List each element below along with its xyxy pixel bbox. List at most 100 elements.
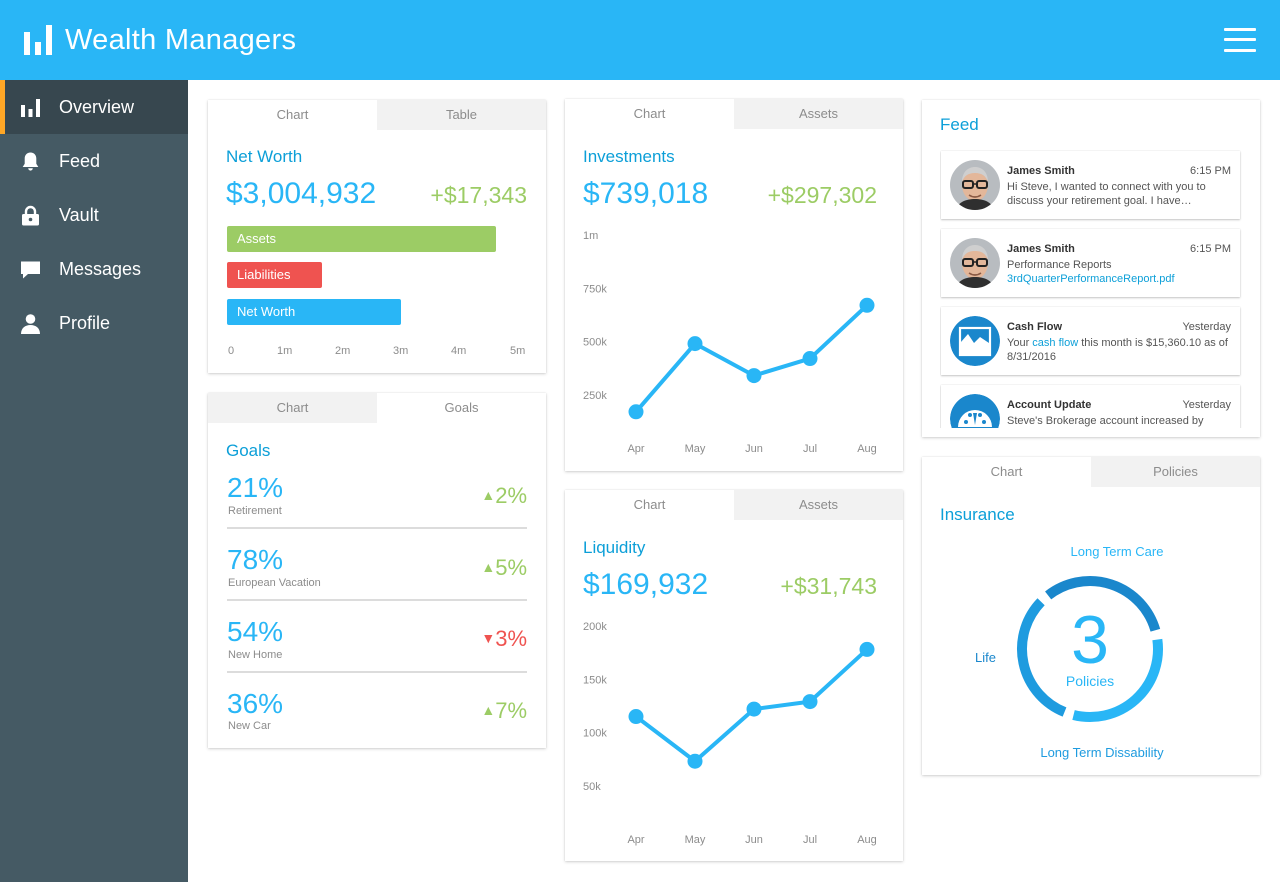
sidebar-item-label: Messages [59, 259, 142, 279]
goals-card: Chart Goals Goals 21% Retirement ▲2% 78%… [208, 393, 546, 748]
feed-item-message[interactable]: James Smith 6:15 PM Hi Steve, I wanted t… [941, 151, 1240, 219]
x-tick: 3m [393, 345, 409, 357]
donut-segment[interactable] [1017, 598, 1067, 717]
insurance-count-label: Policies [1065, 673, 1115, 689]
data-point[interactable] [802, 694, 818, 710]
data-point[interactable] [802, 351, 818, 367]
net-worth-delta: +$17,343 [430, 182, 527, 208]
feed-time: 6:15 PM [1190, 243, 1231, 255]
x-tick: 2m [335, 345, 351, 357]
investments-title: Investments [583, 147, 675, 166]
x-tick: 5m [510, 345, 526, 357]
sidebar-item-vault[interactable]: Vault [0, 188, 188, 242]
bar-chart-icon [21, 99, 40, 117]
data-point[interactable] [859, 641, 875, 657]
triangle-up-icon: ▲ [481, 487, 496, 503]
data-point[interactable] [746, 368, 762, 384]
feed-list[interactable]: James Smith 6:15 PM Hi Steve, I wanted t… [940, 148, 1243, 428]
attachment-link[interactable]: 3rdQuarterPerformanceReport.pdf [1007, 273, 1175, 285]
liquidity-line-chart: 50k 100k 150k 200k Apr May Jun Jul Aug [583, 621, 877, 846]
x-tick-label: May [685, 443, 706, 455]
divider [227, 599, 527, 601]
tab-goals[interactable]: Goals [377, 393, 546, 423]
person-icon [21, 314, 40, 334]
sidebar-item-profile[interactable]: Profile [0, 296, 188, 350]
net-worth-value: $3,004,932 [226, 177, 377, 210]
feed-title: Feed [940, 115, 979, 134]
y-tick-label: 200k [583, 621, 607, 633]
app-title: Wealth Managers [65, 24, 297, 56]
net-worth-tabs: Chart Table [208, 100, 546, 130]
y-tick-label: 1m [583, 230, 598, 242]
data-point[interactable] [687, 336, 703, 352]
feed-text: Steve's Brokerage account increased by [1007, 415, 1204, 427]
goal-name: New Home [228, 649, 283, 661]
liquidity-card: Chart Assets Liquidity $169,932 +$31,743… [565, 490, 903, 861]
tab-chart[interactable]: Chart [565, 490, 734, 520]
feed-text: Performance Reports 3rdQuarterPerformanc… [1007, 258, 1233, 286]
donut-segment[interactable] [1045, 576, 1161, 632]
bar-liabilities: Liabilities [227, 262, 323, 288]
feed-text: Your cash flow this month is $15,360.10 … [1007, 337, 1228, 363]
x-tick-label: Apr [627, 443, 644, 455]
insurance-donut-chart [1017, 576, 1163, 722]
y-tick-label: 100k [583, 728, 607, 740]
feed-sender: James Smith [1007, 165, 1075, 177]
feed-time: 6:15 PM [1190, 165, 1231, 177]
liquidity-delta: +$31,743 [780, 573, 877, 599]
insurance-title: Insurance [940, 505, 1015, 524]
tab-chart[interactable]: Chart [922, 457, 1091, 487]
data-point[interactable] [628, 404, 644, 420]
goal-delta: ▲7% [481, 698, 527, 723]
investments-value: $739,018 [583, 177, 709, 210]
tab-assets[interactable]: Assets [734, 99, 903, 129]
feed-item-message[interactable]: James Smith 6:15 PM Performance Reports … [941, 229, 1240, 297]
tab-chart[interactable]: Chart [208, 100, 377, 130]
goals-tabs: Chart Goals [208, 393, 546, 423]
x-tick-label: Aug [857, 834, 877, 846]
sidebar-item-messages[interactable]: Messages [0, 242, 188, 296]
tab-policies[interactable]: Policies [1091, 457, 1260, 487]
x-tick-label: Aug [857, 443, 877, 455]
area-chart-icon [950, 316, 1000, 366]
sidebar-item-label: Profile [59, 313, 111, 333]
goal-percent: 21% [227, 472, 284, 503]
x-tick: 4m [451, 345, 467, 357]
cash-flow-link[interactable]: cash flow [1032, 337, 1079, 349]
bar-net-worth: Net Worth [227, 299, 401, 325]
feed-item-account-update[interactable]: Account Update Yesterday Steve's Brokera… [941, 385, 1240, 428]
x-tick-label: Jul [803, 443, 817, 455]
liquidity-value: $169,932 [583, 568, 709, 601]
x-tick-label: Jun [745, 443, 763, 455]
data-point[interactable] [687, 753, 703, 769]
feed-sender: Cash Flow [1007, 321, 1063, 333]
data-point[interactable] [859, 297, 875, 313]
goal-name: New Car [228, 720, 271, 732]
tab-assets[interactable]: Assets [734, 490, 903, 520]
data-point[interactable] [628, 709, 644, 725]
tab-chart[interactable]: Chart [565, 99, 734, 129]
app-header: Wealth Managers [0, 0, 1280, 80]
goal-name: Retirement [228, 505, 282, 517]
feed-item-cashflow[interactable]: Cash Flow Yesterday Your cash flow this … [941, 307, 1240, 375]
sidebar-item-overview[interactable]: Overview [0, 80, 188, 134]
x-tick-label: May [685, 834, 706, 846]
hamburger-menu-icon[interactable] [1222, 26, 1258, 54]
data-point[interactable] [746, 701, 762, 717]
y-tick-label: 750k [583, 283, 607, 295]
insurance-card: Chart Policies Insurance 3 Policies Long… [922, 457, 1260, 775]
sidebar-item-label: Feed [59, 151, 101, 171]
bar-chart-logo-icon [24, 25, 52, 55]
bar-assets: Assets [227, 226, 496, 252]
chat-bubble-icon [21, 261, 40, 279]
tab-chart[interactable]: Chart [208, 393, 377, 423]
insurance-tabs: Chart Policies [922, 457, 1260, 487]
goal-delta: ▲2% [481, 483, 527, 508]
bell-icon [22, 152, 39, 171]
feed-subject: Performance Reports [1007, 259, 1112, 271]
donut-segment[interactable] [1072, 638, 1163, 722]
liquidity-tabs: Chart Assets [565, 490, 903, 520]
sidebar-item-feed[interactable]: Feed [0, 134, 188, 188]
y-tick-label: 500k [583, 337, 607, 349]
tab-table[interactable]: Table [377, 100, 546, 130]
